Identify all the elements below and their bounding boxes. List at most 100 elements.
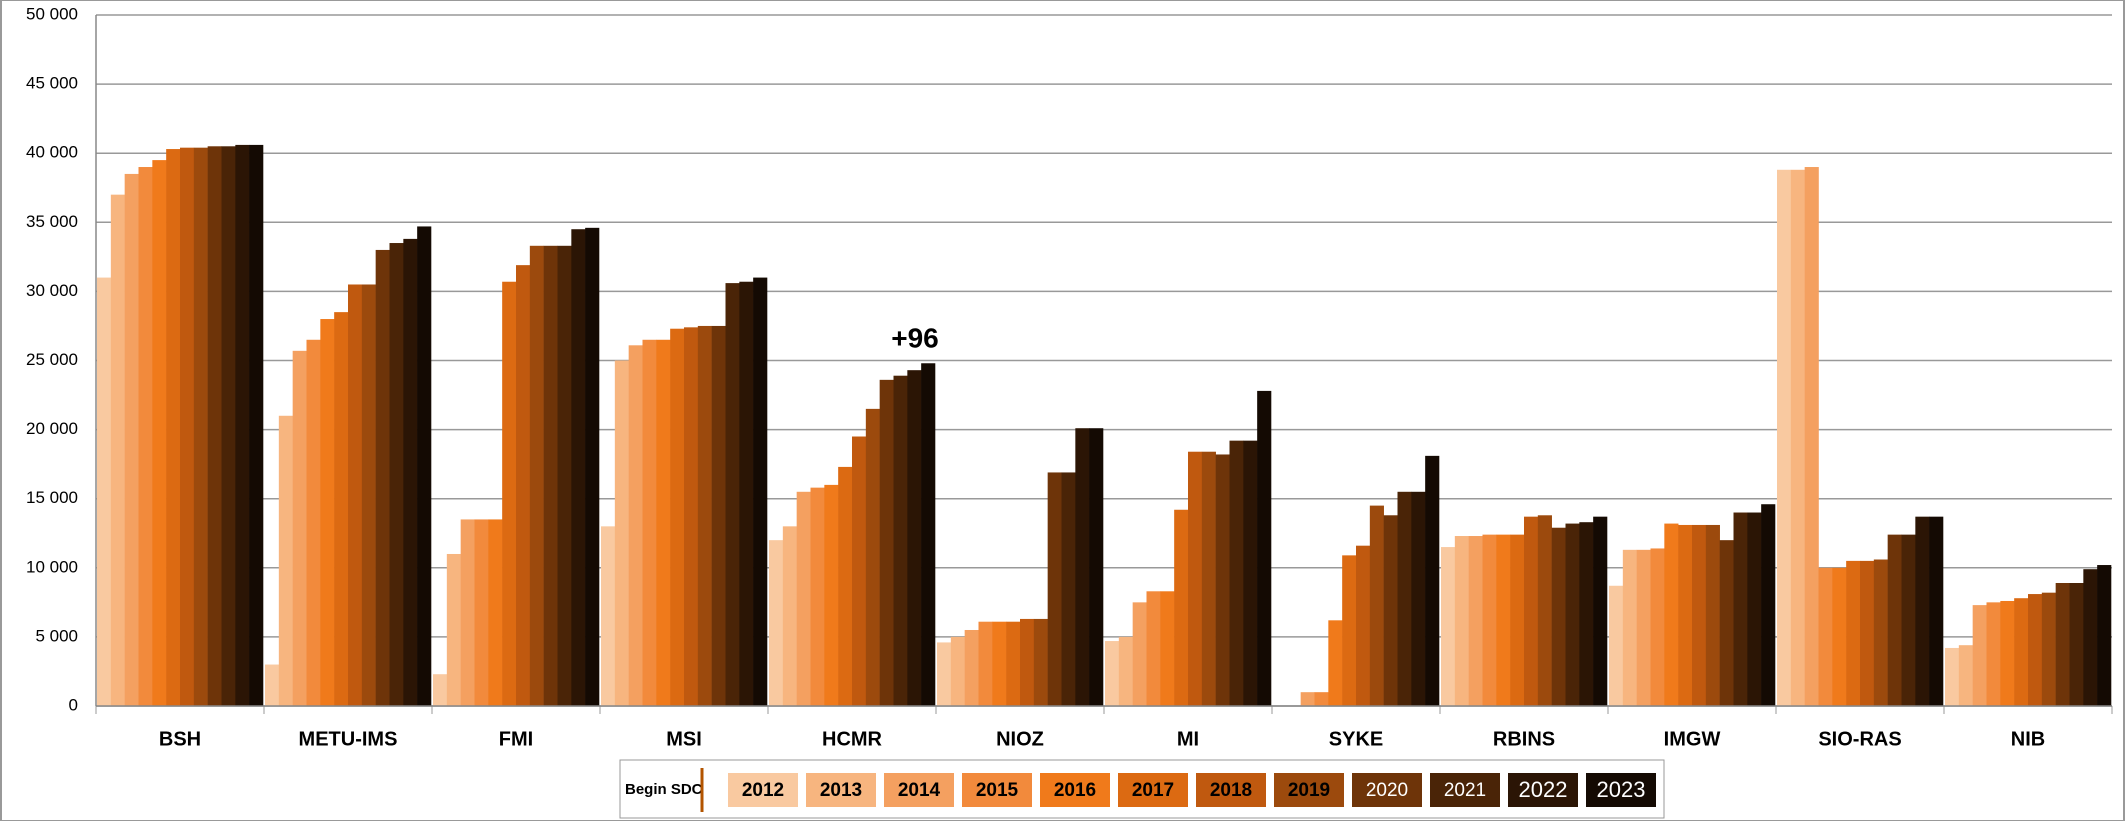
bar [1705, 524, 1720, 706]
bar [2014, 598, 2029, 706]
bar [221, 146, 236, 707]
bar [1229, 440, 1244, 706]
bar [334, 312, 349, 706]
bar [711, 325, 726, 706]
bar [1425, 455, 1440, 706]
legend-label: 2022 [1519, 777, 1568, 802]
x-tick-label: MI [1177, 728, 1199, 750]
annotation: +96 [891, 322, 939, 353]
bar [557, 245, 572, 706]
bar [642, 339, 657, 706]
bar [207, 146, 222, 707]
bar [1047, 472, 1062, 706]
bar [2041, 592, 2056, 706]
bar [1132, 602, 1147, 706]
bar [614, 360, 629, 706]
y-tick-label: 50 000 [26, 4, 78, 23]
bar [1160, 591, 1175, 706]
bar [1454, 536, 1469, 706]
bar [684, 327, 699, 706]
bar [1986, 602, 2001, 706]
bar [389, 243, 404, 706]
legend-label: 2015 [976, 780, 1019, 801]
bar [1593, 516, 1608, 706]
x-tick-label: NIOZ [996, 728, 1044, 750]
y-tick-label: 30 000 [26, 281, 78, 300]
y-tick-label: 40 000 [26, 143, 78, 162]
bar [1972, 605, 1987, 706]
bar [446, 553, 461, 706]
bar [1537, 515, 1552, 706]
bar [1397, 491, 1412, 706]
legend-label: 2023 [1597, 777, 1646, 802]
x-tick-label: HCMR [822, 728, 883, 750]
bar [1747, 512, 1762, 706]
bar [1020, 618, 1035, 706]
bar [1075, 428, 1090, 706]
bar [166, 149, 181, 706]
bar [1945, 647, 1960, 706]
legend-swatch [806, 773, 876, 807]
legend-swatch [1586, 773, 1656, 807]
y-tick-label: 20 000 [26, 419, 78, 438]
bar [152, 160, 167, 707]
bar [893, 375, 908, 706]
bar [1300, 692, 1315, 706]
bar [1887, 534, 1902, 706]
bar [375, 249, 390, 706]
x-tick-label: METU-IMS [299, 728, 398, 750]
bar [1118, 636, 1133, 706]
bar [1411, 491, 1426, 706]
bar [124, 173, 139, 706]
bar [235, 144, 250, 706]
bar [879, 379, 894, 706]
bar [753, 277, 768, 706]
bar [1551, 527, 1566, 706]
bar [1441, 547, 1456, 706]
bar [1678, 524, 1693, 706]
bar [1006, 621, 1021, 706]
bar [1510, 534, 1525, 706]
bar [1958, 645, 1973, 706]
bar [1664, 523, 1679, 706]
bar [1804, 167, 1819, 706]
bar [292, 350, 307, 706]
legend-label: 2018 [1210, 780, 1252, 801]
bar [1188, 451, 1203, 706]
bar [1215, 454, 1230, 706]
legend-swatch [1118, 773, 1188, 807]
bar [417, 226, 432, 707]
bar [1257, 390, 1272, 706]
x-tick-label: BSH [159, 728, 201, 750]
legend-swatch [1352, 773, 1422, 807]
bar [361, 284, 376, 706]
bar [1243, 440, 1258, 706]
bar [1719, 540, 1734, 706]
bar [2069, 583, 2084, 706]
bar [1636, 549, 1651, 706]
bar [937, 642, 952, 706]
legend-label: 2012 [742, 780, 784, 801]
bar [460, 519, 475, 706]
bar [1146, 591, 1161, 706]
y-tick-label: 45 000 [26, 74, 78, 93]
y-tick-label: 10 000 [26, 557, 78, 576]
bar [1383, 515, 1398, 706]
bar [739, 281, 754, 706]
y-tick-label: 35 000 [26, 212, 78, 231]
legend-swatch [728, 773, 798, 807]
bar [1579, 522, 1594, 706]
bar [1342, 555, 1357, 706]
legend-label: 2021 [1444, 780, 1486, 801]
bar [1496, 534, 1511, 706]
x-tick-label: FMI [499, 728, 533, 750]
bar [1929, 516, 1944, 706]
bar [516, 265, 531, 706]
bar [865, 408, 880, 706]
x-tick-label: NIB [2011, 728, 2045, 750]
legend-label: 2019 [1288, 780, 1330, 801]
bar [403, 238, 418, 706]
legend-label: 2016 [1054, 780, 1096, 801]
bar [1915, 516, 1930, 706]
bar [796, 491, 811, 706]
